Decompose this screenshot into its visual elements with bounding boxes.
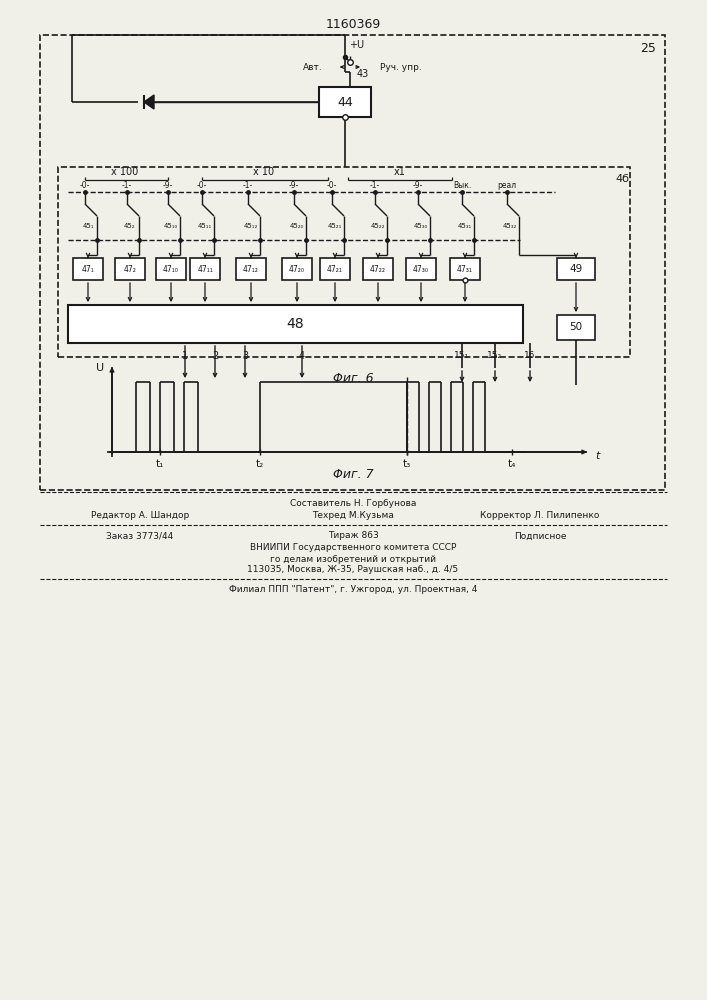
Bar bbox=[320, 258, 350, 280]
Text: Φиг. 7: Φиг. 7 bbox=[333, 468, 373, 482]
Bar bbox=[557, 315, 595, 340]
Text: 1б: 1б bbox=[525, 352, 536, 360]
Text: 47₁: 47₁ bbox=[81, 264, 94, 273]
Bar bbox=[190, 258, 220, 280]
Text: 45₃₂: 45₃₂ bbox=[503, 223, 518, 229]
Text: 48: 48 bbox=[286, 317, 304, 331]
Bar bbox=[73, 258, 103, 280]
Text: -1-: -1- bbox=[122, 182, 132, 190]
Text: 45₁₁: 45₁₁ bbox=[198, 223, 212, 229]
Text: 50: 50 bbox=[569, 322, 583, 332]
Text: 4б: 4б bbox=[615, 174, 629, 184]
Text: 43: 43 bbox=[357, 69, 369, 79]
Text: 45₃₀: 45₃₀ bbox=[414, 223, 428, 229]
Text: 47₃₁: 47₃₁ bbox=[457, 264, 473, 273]
Text: 2: 2 bbox=[212, 351, 218, 361]
Text: 47₁₂: 47₁₂ bbox=[243, 264, 259, 273]
Bar bbox=[363, 258, 393, 280]
Text: 44: 44 bbox=[337, 96, 353, 108]
Text: Филиал ППП "Патент", г. Ужгород, ул. Проектная, 4: Филиал ППП "Патент", г. Ужгород, ул. Про… bbox=[229, 584, 477, 593]
Bar bbox=[236, 258, 266, 280]
Text: Φиг. 6: Φиг. 6 bbox=[333, 371, 373, 384]
Text: го делам изобретений и открытий: го делам изобретений и открытий bbox=[270, 554, 436, 564]
Bar bbox=[115, 258, 145, 280]
Text: Подписное: Подписное bbox=[514, 532, 566, 540]
Text: -9-: -9- bbox=[289, 182, 299, 190]
Text: 45₂₂: 45₂₂ bbox=[370, 223, 385, 229]
Text: 1: 1 bbox=[182, 351, 188, 361]
Text: 3: 3 bbox=[242, 351, 248, 361]
Text: реал: реал bbox=[498, 182, 517, 190]
Polygon shape bbox=[144, 95, 154, 109]
Text: 15₁: 15₁ bbox=[455, 352, 469, 360]
Text: Вык.: Вык. bbox=[453, 182, 471, 190]
Bar bbox=[406, 258, 436, 280]
Text: 113035, Москва, Ж-35, Раушская наб., д. 4/5: 113035, Москва, Ж-35, Раушская наб., д. … bbox=[247, 566, 459, 574]
Text: 25: 25 bbox=[640, 41, 656, 54]
Text: -9-: -9- bbox=[163, 182, 173, 190]
Text: t₄: t₄ bbox=[508, 459, 516, 469]
Text: -1-: -1- bbox=[243, 182, 253, 190]
Bar bbox=[557, 258, 595, 280]
Text: U: U bbox=[96, 363, 104, 373]
Text: 15₂: 15₂ bbox=[487, 352, 503, 360]
Text: -9-: -9- bbox=[413, 182, 423, 190]
Text: +U: +U bbox=[349, 40, 365, 50]
Text: t₂: t₂ bbox=[256, 459, 264, 469]
Bar bbox=[40, 35, 665, 490]
Text: 45₂₀: 45₂₀ bbox=[290, 223, 304, 229]
Text: Техред М.Кузьма: Техред М.Кузьма bbox=[312, 512, 394, 520]
Text: x 100: x 100 bbox=[112, 167, 139, 177]
Text: -0-: -0- bbox=[80, 182, 90, 190]
Text: 45₂: 45₂ bbox=[124, 223, 136, 229]
Bar bbox=[319, 87, 371, 117]
Text: ВНИИПИ Государственного комитета СССР: ВНИИПИ Государственного комитета СССР bbox=[250, 544, 456, 552]
Text: 1160369: 1160369 bbox=[325, 18, 380, 31]
Bar bbox=[450, 258, 480, 280]
Text: 47₂₀: 47₂₀ bbox=[289, 264, 305, 273]
Text: Заказ 3773/44: Заказ 3773/44 bbox=[106, 532, 174, 540]
Text: -1-: -1- bbox=[370, 182, 380, 190]
Bar bbox=[68, 305, 523, 343]
Text: x 10: x 10 bbox=[253, 167, 274, 177]
Text: Редактор А. Шандор: Редактор А. Шандор bbox=[91, 512, 189, 520]
Bar bbox=[282, 258, 312, 280]
Text: 45₃₁: 45₃₁ bbox=[458, 223, 472, 229]
Text: x1: x1 bbox=[394, 167, 406, 177]
Text: t: t bbox=[595, 451, 600, 461]
Text: Тираж 863: Тираж 863 bbox=[327, 532, 378, 540]
Text: Руч. упр.: Руч. упр. bbox=[380, 62, 422, 72]
Text: 45₁₀: 45₁₀ bbox=[164, 223, 178, 229]
Text: Составитель Н. Горбунова: Составитель Н. Горбунова bbox=[290, 498, 416, 508]
Bar bbox=[58, 167, 630, 357]
Text: -0-: -0- bbox=[197, 182, 207, 190]
Text: 47₂₂: 47₂₂ bbox=[370, 264, 386, 273]
Text: 45₂₁: 45₂₁ bbox=[328, 223, 342, 229]
Text: 47₁₁: 47₁₁ bbox=[197, 264, 213, 273]
Text: 45₁: 45₁ bbox=[82, 223, 94, 229]
Bar bbox=[156, 258, 186, 280]
Text: t₃: t₃ bbox=[403, 459, 411, 469]
Text: 4: 4 bbox=[299, 351, 305, 361]
Text: 47₂: 47₂ bbox=[124, 264, 136, 273]
Text: 47₁₀: 47₁₀ bbox=[163, 264, 179, 273]
Text: 49: 49 bbox=[569, 264, 583, 274]
Text: 47₂₁: 47₂₁ bbox=[327, 264, 343, 273]
Text: 47₃₀: 47₃₀ bbox=[413, 264, 429, 273]
Text: t₁: t₁ bbox=[156, 459, 164, 469]
Text: 45₁₂: 45₁₂ bbox=[244, 223, 258, 229]
Text: -0-: -0- bbox=[327, 182, 337, 190]
Text: Авт.: Авт. bbox=[303, 62, 323, 72]
Text: Корректор Л. Пилипенко: Корректор Л. Пилипенко bbox=[480, 512, 600, 520]
